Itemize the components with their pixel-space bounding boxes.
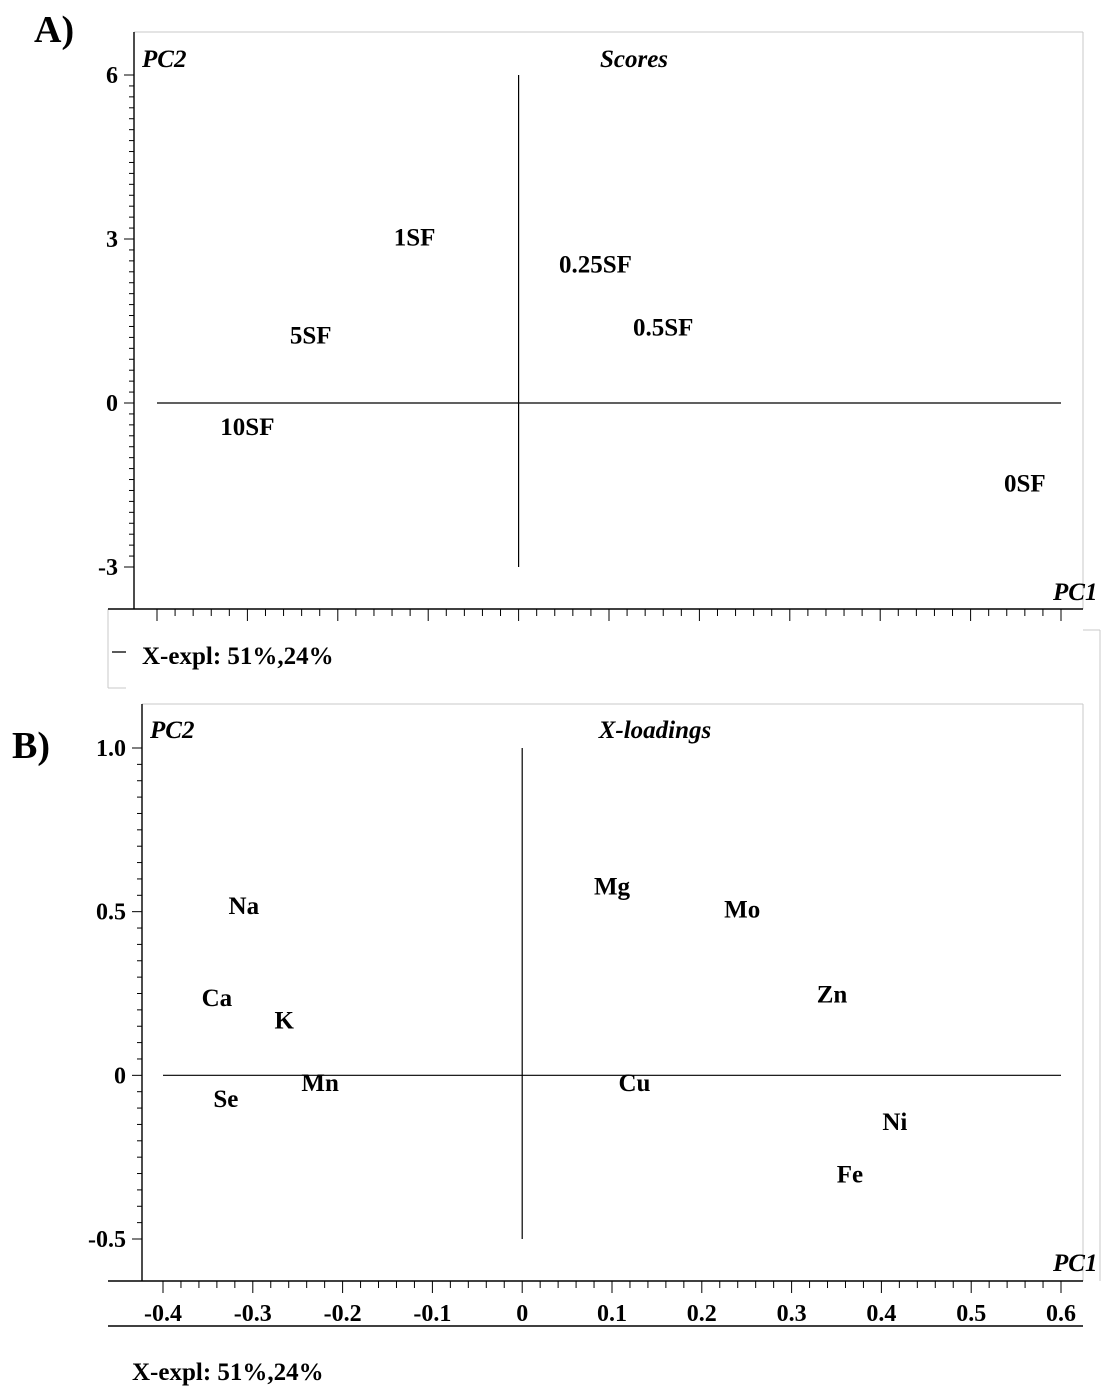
point-label: Cu <box>618 1070 650 1097</box>
x-tick-label: -0.4 <box>144 1301 182 1327</box>
point-label: 0.25SF <box>559 252 632 279</box>
y-tick-label: -0.5 <box>88 1227 126 1253</box>
loadings-plot: 1.0 0.5 0 -0.5 -0.4 -0.3 -0.2 -0.1 0 0.1 0.2 0.3 0.4… <box>12 703 1097 1386</box>
y-tick-label: 6 <box>106 63 118 89</box>
x-tick-label: 0.2 <box>687 1301 717 1327</box>
point-label: 5SF <box>290 323 332 350</box>
x-axis-label: PC1 <box>1052 1250 1097 1277</box>
y-tick-label: 0.5 <box>96 900 126 926</box>
x-tick-label: 0 <box>516 1301 528 1327</box>
point-label: Ca <box>202 985 233 1012</box>
x-tick-label: 0.1 <box>597 1301 627 1327</box>
panel-label: B) <box>12 725 50 767</box>
point-label: Mo <box>724 896 760 923</box>
explained-variance: X-expl: 51%,24% <box>132 1359 324 1386</box>
explained-variance: X-expl: 51%,24% <box>142 643 334 670</box>
point-label: 0.5SF <box>633 314 693 341</box>
point-label: 0SF <box>1004 470 1046 497</box>
point-label: Mg <box>594 873 631 900</box>
x-tick-label: 0.4 <box>866 1301 896 1327</box>
y-tick-label: 1.0 <box>96 736 126 762</box>
y-tick-label: -3 <box>98 555 118 581</box>
x-tick-label: 0.5 <box>956 1301 986 1327</box>
point-label: Se <box>213 1086 238 1113</box>
point-label: Fe <box>837 1162 863 1189</box>
point-label: Mn <box>301 1070 339 1097</box>
x-tick-label: -0.3 <box>234 1301 272 1327</box>
y-tick-label: 3 <box>106 227 118 253</box>
y-axis-label: PC2 <box>141 46 186 73</box>
x-tick-label: 0.3 <box>777 1301 807 1327</box>
panel-label: A) <box>34 9 74 51</box>
point-label: Na <box>229 893 260 920</box>
x-axis-label: PC1 <box>1052 579 1097 606</box>
point-label: 1SF <box>394 224 436 251</box>
y-axis-label: PC2 <box>149 717 194 744</box>
point-label: K <box>275 1008 295 1035</box>
chart-title: X-loadings <box>598 717 712 744</box>
x-tick-label: -0.1 <box>413 1301 451 1327</box>
x-tick-label: 0.6 <box>1046 1301 1076 1327</box>
y-tick-label: 0 <box>106 391 118 417</box>
point-label: Ni <box>882 1109 907 1136</box>
point-label: Zn <box>817 982 848 1009</box>
x-tick-label: -0.2 <box>324 1301 362 1327</box>
point-label: 10SF <box>220 414 274 441</box>
y-tick-label: 0 <box>114 1063 126 1089</box>
chart-title: Scores <box>600 46 668 73</box>
scores-plot: 6 3 0 -3 A) Scores PC2 PC1 X-expl: 51%,24% 1SF 0.2… <box>34 9 1097 670</box>
